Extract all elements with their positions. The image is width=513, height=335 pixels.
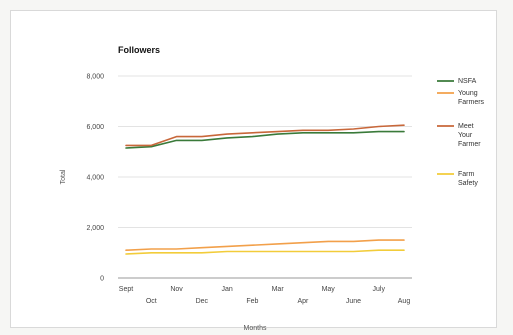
- x-tick-label: Apr: [297, 298, 309, 305]
- legend: NSFA Young Farmers Meet Your Farmer Farm Safety: [437, 78, 485, 187]
- legend-label: Young Farmers: [458, 90, 485, 106]
- y-tick-label: 0: [100, 276, 104, 283]
- y-tick-label: 4,000: [86, 175, 104, 182]
- x-tick-label: Jan: [221, 286, 232, 293]
- x-tick-label: Mar: [272, 286, 285, 293]
- series-line: [125, 239, 405, 251]
- y-tick-label: 6,000: [86, 124, 104, 131]
- x-tick-label: Dec: [196, 298, 209, 305]
- y-tick-labels: 0 2,000 4,000 6,000 8,000: [86, 74, 104, 283]
- legend-label: Meet Your Farmer: [458, 123, 481, 148]
- x-tick-label: June: [346, 298, 361, 305]
- y-tick-label: 8,000: [86, 74, 104, 81]
- legend-label: Farm Safety: [458, 171, 478, 187]
- grid-lines: [118, 75, 412, 279]
- series-lines: [125, 124, 405, 255]
- x-tick-label: May: [322, 286, 336, 293]
- x-tick-labels: Sept Oct Nov Dec Jan Feb Mar Apr May June July Aug: [119, 286, 411, 305]
- x-tick-label: Nov: [170, 286, 183, 293]
- y-axis-label: Total: [60, 169, 67, 184]
- series-line: [125, 124, 405, 147]
- series-line: [125, 130, 405, 149]
- y-tick-label: 2,000: [86, 225, 104, 232]
- x-tick-label: Feb: [246, 298, 258, 305]
- series-line: [125, 249, 405, 255]
- x-axis-label: Months: [244, 325, 267, 332]
- x-tick-label: Oct: [146, 298, 157, 305]
- chart-title: Followers: [118, 45, 160, 55]
- x-tick-label: July: [373, 286, 386, 293]
- x-tick-label: Sept: [119, 286, 133, 293]
- legend-label: NSFA: [458, 78, 477, 85]
- x-tick-label: Aug: [398, 298, 411, 305]
- chart-panel: [10, 10, 497, 328]
